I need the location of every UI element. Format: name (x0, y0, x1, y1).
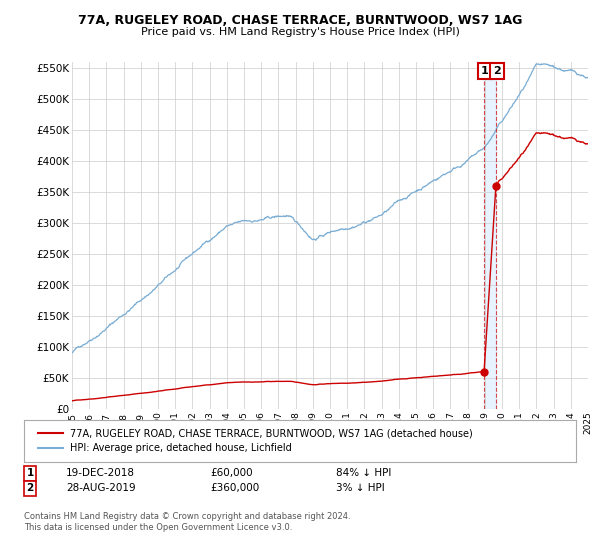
Text: 2: 2 (26, 483, 34, 493)
Text: 84% ↓ HPI: 84% ↓ HPI (336, 468, 391, 478)
Text: 2: 2 (493, 66, 500, 76)
Legend: 77A, RUGELEY ROAD, CHASE TERRACE, BURNTWOOD, WS7 1AG (detached house), HPI: Aver: 77A, RUGELEY ROAD, CHASE TERRACE, BURNTW… (34, 424, 477, 458)
Text: £60,000: £60,000 (210, 468, 253, 478)
Bar (484, 62, 496, 409)
Text: 77A, RUGELEY ROAD, CHASE TERRACE, BURNTWOOD, WS7 1AG: 77A, RUGELEY ROAD, CHASE TERRACE, BURNTW… (78, 14, 522, 27)
Text: 28-AUG-2019: 28-AUG-2019 (66, 483, 136, 493)
Text: 1: 1 (26, 468, 34, 478)
Text: 19-DEC-2018: 19-DEC-2018 (66, 468, 135, 478)
Text: 3% ↓ HPI: 3% ↓ HPI (336, 483, 385, 493)
Text: 1: 1 (481, 66, 489, 76)
Text: £360,000: £360,000 (210, 483, 259, 493)
Text: Price paid vs. HM Land Registry's House Price Index (HPI): Price paid vs. HM Land Registry's House … (140, 27, 460, 37)
Text: Contains HM Land Registry data © Crown copyright and database right 2024.
This d: Contains HM Land Registry data © Crown c… (24, 512, 350, 532)
